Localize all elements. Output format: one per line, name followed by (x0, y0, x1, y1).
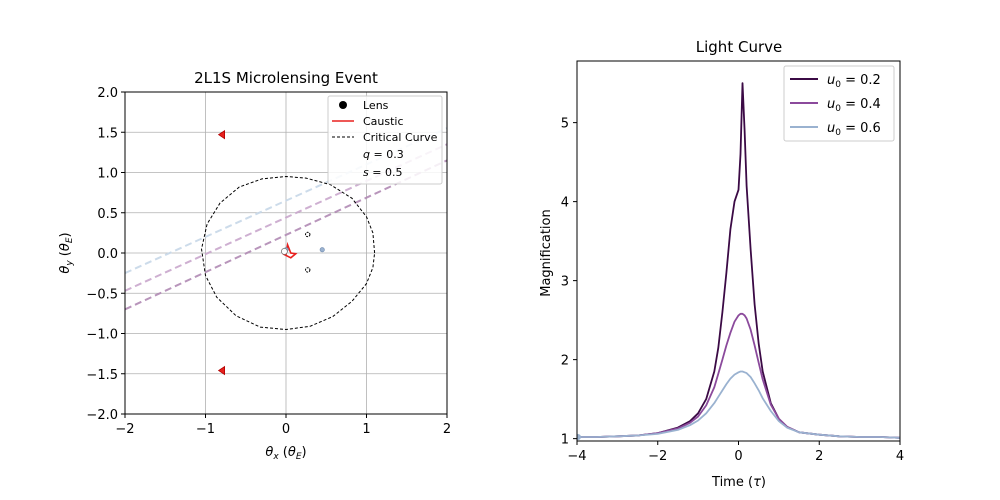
chart-title: 2L1S Microlensing Event (194, 69, 378, 87)
x-tick-label: −1 (196, 422, 215, 437)
y-axis: 1 2 3 4 5 (561, 117, 577, 448)
lens-plane-chart: 2L1S Microlensing Event −2 −1 0 1 2 −2.0 −1.5… (58, 69, 451, 462)
y-tick-label: 1 (561, 433, 569, 448)
central-caustic (282, 241, 298, 259)
y-tick-label: 2.0 (97, 86, 118, 101)
critical-curve (200, 175, 376, 331)
x-tick-label: −2 (115, 422, 134, 437)
plot-area (577, 82, 900, 441)
legend-lens-label: Lens (363, 99, 389, 112)
y-tick-label: 4 (561, 196, 569, 211)
lens-point (319, 247, 325, 253)
y-tick-label: 2 (561, 354, 569, 369)
light-curve-series-3 (577, 370, 900, 439)
planetary-caustic (217, 365, 225, 376)
legend-s-label: s = 0.5 (363, 166, 402, 179)
x-tick-label: 2 (815, 449, 823, 464)
legend: Lens Caustic Critical Curve q = 0.3 s = … (327, 95, 443, 185)
light-curve-series-2 (577, 312, 900, 439)
y-axis-label: θy (θE) (58, 232, 75, 273)
legend-caustic-label: Caustic (363, 115, 404, 128)
y-tick-label: 0.0 (97, 247, 118, 262)
legend: u0 = 0.2 u0 = 0.4 u0 = 0.6 (783, 65, 895, 142)
y-tick-label: 0.5 (97, 207, 118, 222)
x-tick-label: 4 (896, 449, 904, 464)
x-tick-label: 2 (443, 422, 451, 437)
source-trajectory (125, 127, 447, 275)
x-tick-label: 0 (282, 422, 290, 437)
legend-series-2-label: u0 = 0.4 (827, 97, 881, 114)
series-start-marker (577, 434, 581, 441)
source-trajectory (125, 159, 447, 311)
x-tick-label: 0 (734, 449, 742, 464)
legend-series-1-label: u0 = 0.2 (827, 73, 881, 90)
legend-series-3-label: u0 = 0.6 (827, 121, 881, 138)
x-axis: −2 −1 0 1 2 (115, 414, 451, 437)
legend-q-label: q = 0.3 (363, 148, 404, 161)
y-axis-label: Magnification (539, 209, 554, 297)
legend-box (327, 95, 443, 185)
x-axis-label: Time (τ) (711, 475, 766, 490)
small-critical-loop (305, 267, 311, 273)
x-tick-label: −4 (567, 449, 586, 464)
y-tick-label: −0.5 (86, 287, 118, 302)
plot-area (125, 127, 447, 376)
x-axis: −4 −2 0 2 4 (567, 441, 904, 464)
source-marker (280, 247, 288, 255)
x-axis-label: θx (θE) (265, 445, 306, 462)
y-tick-label: 3 (561, 275, 569, 290)
light-curve-chart: Light Curve −4 −2 0 2 4 1 2 3 4 5 Time (τ) Magni… (539, 38, 904, 490)
legend-box (783, 65, 895, 142)
legend-lens-marker (339, 101, 347, 109)
chart-title: Light Curve (696, 38, 782, 56)
x-tick-label: 1 (362, 422, 370, 437)
planetary-caustic (217, 129, 225, 140)
y-tick-label: −1.5 (86, 368, 118, 383)
small-critical-loop (305, 231, 311, 238)
x-tick-label: −2 (648, 449, 667, 464)
y-tick-label: −1.0 (86, 328, 118, 343)
y-tick-label: −2.0 (86, 408, 118, 423)
source-trajectory (125, 143, 447, 292)
legend-critical-label: Critical Curve (363, 131, 438, 144)
y-axis: −2.0 −1.5 −1.0 −0.5 0.0 0.5 1.0 1.5 2.0 (86, 86, 125, 423)
y-tick-label: 5 (561, 117, 569, 132)
y-tick-label: 1.0 (97, 167, 118, 182)
y-tick-label: 1.5 (97, 126, 118, 141)
